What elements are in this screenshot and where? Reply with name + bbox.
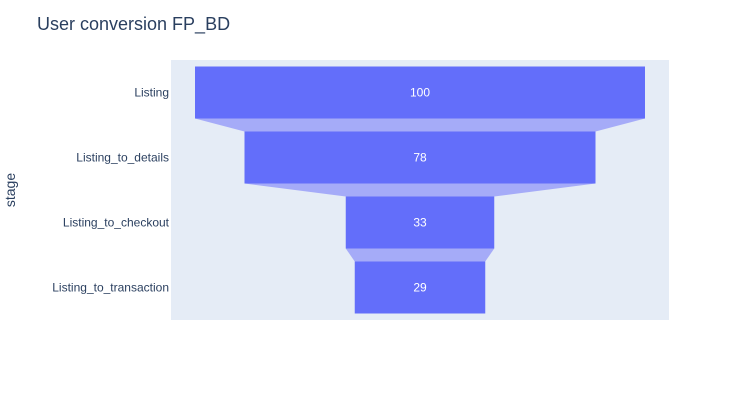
chart-title: User conversion FP_BD	[37, 14, 230, 35]
funnel-bar[interactable]	[354, 261, 486, 314]
y-tick-labels: Listing Listing_to_details Listing_to_chec…	[52, 86, 169, 295]
funnel-connector	[345, 248, 495, 262]
funnel-bars	[195, 66, 645, 314]
y-tick-label: Listing_to_transaction	[52, 281, 169, 295]
data-label: 33	[413, 216, 427, 230]
data-label: 78	[413, 151, 427, 165]
funnel-connectors	[195, 118, 645, 262]
data-label: 100	[410, 86, 430, 100]
y-tick-label: Listing_to_checkout	[63, 216, 170, 230]
y-tick-label: Listing_to_details	[76, 151, 169, 165]
funnel-bar[interactable]	[195, 66, 645, 119]
funnel-connector	[244, 183, 596, 197]
data-labels: 100 78 33 29	[410, 86, 430, 295]
y-axis-title: stage	[2, 173, 18, 207]
y-tick-label: Listing	[134, 86, 169, 100]
funnel-bar[interactable]	[244, 131, 596, 184]
funnel-connector	[195, 118, 645, 132]
data-label: 29	[413, 281, 427, 295]
funnel-bar[interactable]	[345, 196, 495, 249]
